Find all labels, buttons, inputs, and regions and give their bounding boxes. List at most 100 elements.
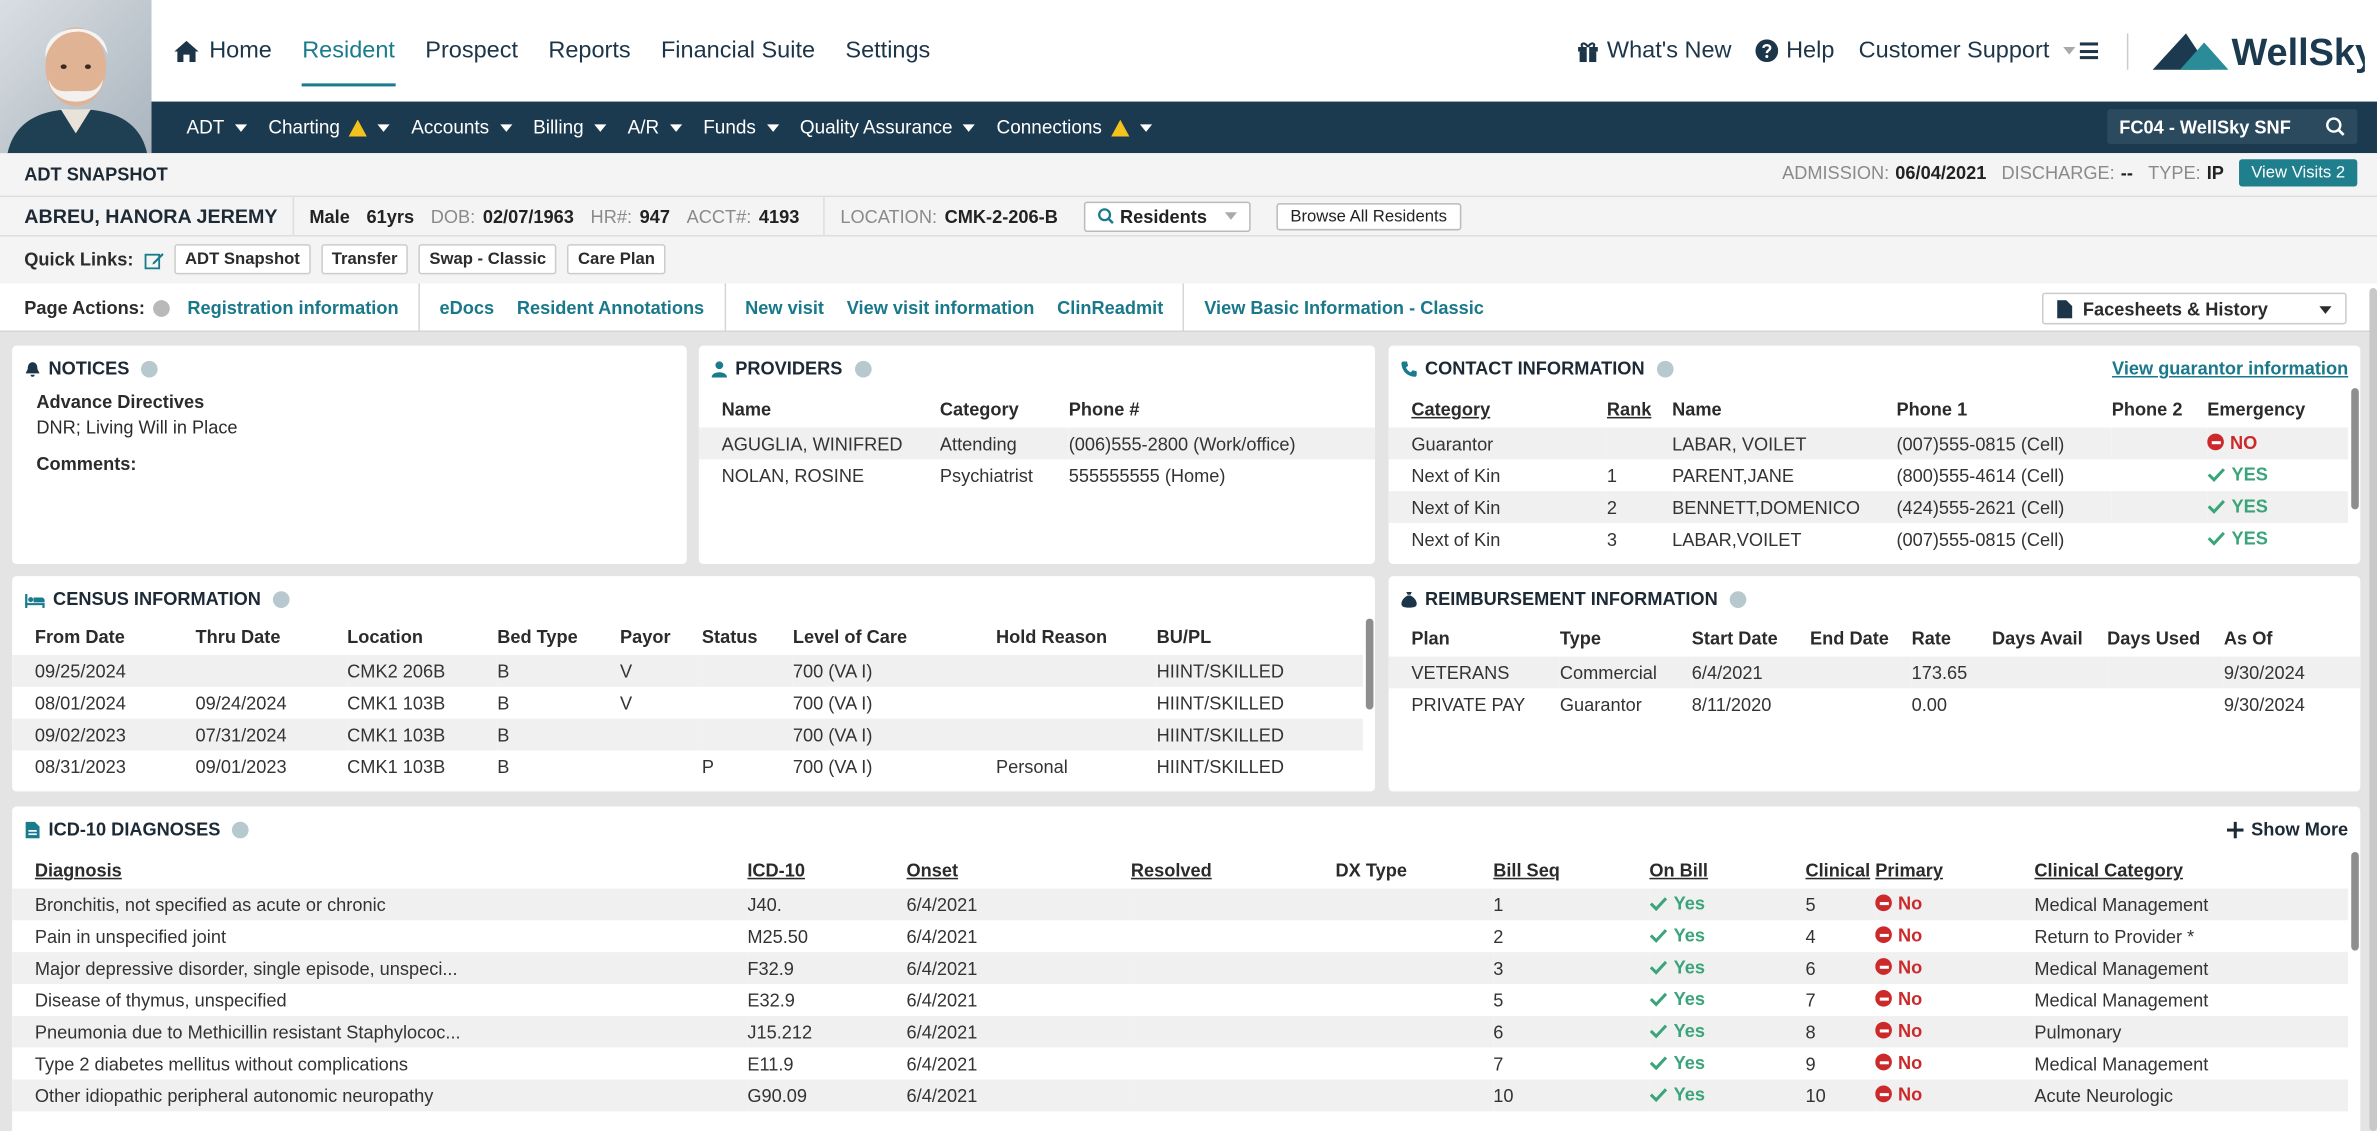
table-cell [1130, 888, 1336, 921]
scrollbar[interactable] [1365, 618, 1374, 710]
guarantor-link[interactable]: View guarantor information [2112, 357, 2349, 380]
quick-link[interactable]: Transfer [321, 244, 409, 275]
column-header[interactable]: ICD-10 [747, 852, 906, 888]
flag-label: No [1897, 892, 1923, 914]
menu-item[interactable]: A/R [628, 117, 682, 138]
action-link[interactable]: eDocs [439, 297, 495, 319]
cell-text: Medical Management [2034, 957, 2209, 979]
info-icon[interactable] [141, 360, 159, 377]
cell-text: 6/4/2021 [906, 1021, 978, 1043]
check-icon [1649, 960, 1668, 975]
show-more[interactable]: Show More [2226, 819, 2348, 840]
quick-link[interactable]: Swap - Classic [418, 244, 557, 275]
nav-item[interactable]: Settings [845, 0, 930, 102]
utility-item[interactable]: Customer Support [1859, 37, 2076, 64]
table-row: VETERANS Commercial 6/4/2021 173.65 9/30/202… [1388, 656, 2361, 689]
resident-photo [0, 0, 152, 154]
scrollbar[interactable] [2351, 852, 2359, 951]
info-icon[interactable] [1656, 360, 1674, 377]
nav-label: Settings [845, 37, 931, 63]
cell-text: AGUGLIA, WINIFRED [721, 432, 903, 455]
column-header[interactable]: Bill Seq [1493, 852, 1649, 888]
cell-text: 5 [1805, 893, 1816, 915]
column-header: Plan [1389, 620, 1560, 656]
decoration [1097, 208, 1111, 222]
column-header[interactable]: Diagnosis [12, 852, 747, 888]
view-visits-button[interactable]: View Visits 2 [2239, 159, 2358, 187]
help-icon [1755, 39, 1779, 63]
nav-item[interactable]: Reports [548, 0, 630, 102]
scrollbar[interactable] [2351, 388, 2359, 510]
quick-link[interactable]: Care Plan [567, 244, 666, 275]
flag-label: No [1897, 1019, 1923, 1042]
decoration [2326, 117, 2342, 133]
info-icon[interactable] [1729, 590, 1747, 608]
column-header[interactable]: Primary [1875, 852, 2034, 888]
nav-item[interactable]: Home [174, 0, 272, 102]
help-icon[interactable] [152, 299, 170, 317]
info-icon[interactable] [232, 820, 250, 838]
utility-item[interactable]: Help [1755, 37, 1834, 64]
value: -- [2120, 162, 2133, 184]
column-header[interactable]: Onset [907, 852, 1131, 888]
menu-item[interactable]: Funds [703, 117, 779, 138]
nav-item[interactable]: Resident [302, 0, 396, 102]
column-header[interactable]: Rank [1607, 391, 1672, 427]
table-cell: Yes [1649, 952, 1806, 984]
decoration [1225, 212, 1238, 220]
action-link[interactable]: Resident Annotations [516, 297, 705, 319]
menu-item[interactable]: Connections [997, 117, 1152, 138]
nav-label: Home [209, 37, 272, 63]
nav-item[interactable]: Financial Suite [661, 0, 815, 102]
menu-item[interactable]: Quality Assurance [800, 117, 976, 138]
table-cell: Yes [1649, 1015, 1806, 1048]
value: 4193 [758, 205, 800, 227]
edit-icon[interactable] [144, 249, 164, 269]
quick-links: Quick Links: ADT Snapshot Transfer Swap - … [24, 243, 666, 276]
table-cell: Next of Kin [1388, 491, 1607, 524]
column-header: Phone 1 [1896, 391, 2111, 427]
menu-item[interactable]: Accounts [411, 117, 512, 138]
utility-item[interactable]: What's New [1577, 37, 1732, 64]
menu-label: ADT [186, 116, 225, 138]
menu-button[interactable] [2079, 42, 2099, 60]
caret [377, 123, 390, 132]
header-label: Phone 2 [2111, 398, 2183, 420]
flag-label: Yes [1673, 1052, 1705, 1074]
action-link[interactable]: New visit [745, 297, 824, 319]
quick-link[interactable]: ADT Snapshot [174, 244, 311, 275]
facesheets-dropdown[interactable]: Facesheets & History [2041, 292, 2347, 325]
decoration [28, 829, 37, 831]
column-header[interactable]: Resolved [1131, 852, 1336, 888]
column-header[interactable]: Category [1389, 391, 1607, 427]
status-flag: No [1875, 1084, 1922, 1105]
menu-item[interactable]: Charting [268, 117, 390, 138]
table-row: Type 2 diabetes mellitus without complic… [12, 1048, 2348, 1080]
header-label: Clinical [1805, 859, 1871, 881]
table-wrap: Name Category Phone # AGUGLIA, WINIFRED Atte… [698, 391, 1375, 491]
facility-search[interactable]: FC04 - WellSky SNF [2107, 109, 2358, 145]
panel-title: PROVIDERS [711, 358, 872, 379]
column-header[interactable]: Clinical [1805, 852, 1875, 888]
browse-button[interactable]: Browse All Residents [1276, 202, 1461, 230]
info-icon[interactable] [854, 360, 872, 377]
action-link[interactable]: ClinReadmit [1057, 297, 1164, 319]
nav-item[interactable]: Prospect [425, 0, 518, 102]
check-icon [2207, 468, 2225, 483]
table-cell: Guarantor [1388, 427, 1607, 460]
table-cell: 6/4/2021 [906, 888, 1131, 921]
action-link[interactable]: View visit information [846, 297, 1035, 319]
menu-item[interactable]: Billing [533, 117, 607, 138]
column-header[interactable]: Clinical Category [2034, 852, 2348, 888]
table-row: 08/31/2023 09/01/2023 CMK1 103B B P 700 (VA I… [12, 750, 1363, 782]
page-scrollbar[interactable] [2369, 288, 2377, 1131]
residents-button[interactable]: Residents [1083, 200, 1251, 232]
action-link[interactable]: Registration information [187, 297, 399, 319]
decoration [25, 593, 28, 608]
menu-item[interactable]: ADT [186, 116, 248, 138]
column-header[interactable]: On Bill [1649, 852, 1805, 888]
info-icon[interactable] [273, 590, 290, 608]
decoration [1406, 591, 1412, 594]
action-link[interactable]: View Basic Information - Classic [1204, 297, 1484, 319]
column-header: Type [1560, 620, 1692, 656]
